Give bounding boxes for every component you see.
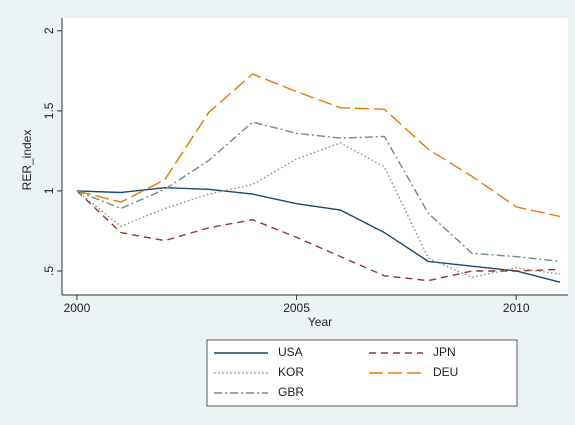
series-line bbox=[76, 121, 561, 263]
legend-label: KOR bbox=[278, 365, 304, 379]
x-tick-label: 2010 bbox=[503, 301, 530, 315]
y-tick-label: .5 bbox=[42, 266, 56, 276]
y-axis-label: RER_index bbox=[20, 130, 34, 191]
legend bbox=[206, 339, 518, 407]
plot-area bbox=[62, 18, 568, 295]
x-tick-label: 2005 bbox=[283, 301, 310, 315]
legend-label: JPN bbox=[433, 345, 456, 359]
series-line bbox=[76, 142, 561, 279]
x-axis-label: Year bbox=[308, 315, 332, 329]
y-tick-label: 1 bbox=[42, 187, 56, 194]
y-tick-label: 1.5 bbox=[42, 102, 56, 119]
legend-label: DEU bbox=[433, 365, 458, 379]
y-tick-label: 2 bbox=[42, 27, 56, 34]
legend-label: USA bbox=[278, 345, 303, 359]
series-line bbox=[76, 190, 561, 282]
legend-label: GBR bbox=[278, 385, 304, 399]
series-line bbox=[76, 73, 561, 218]
x-tick-label: 2000 bbox=[64, 301, 91, 315]
series-line bbox=[76, 186, 561, 283]
